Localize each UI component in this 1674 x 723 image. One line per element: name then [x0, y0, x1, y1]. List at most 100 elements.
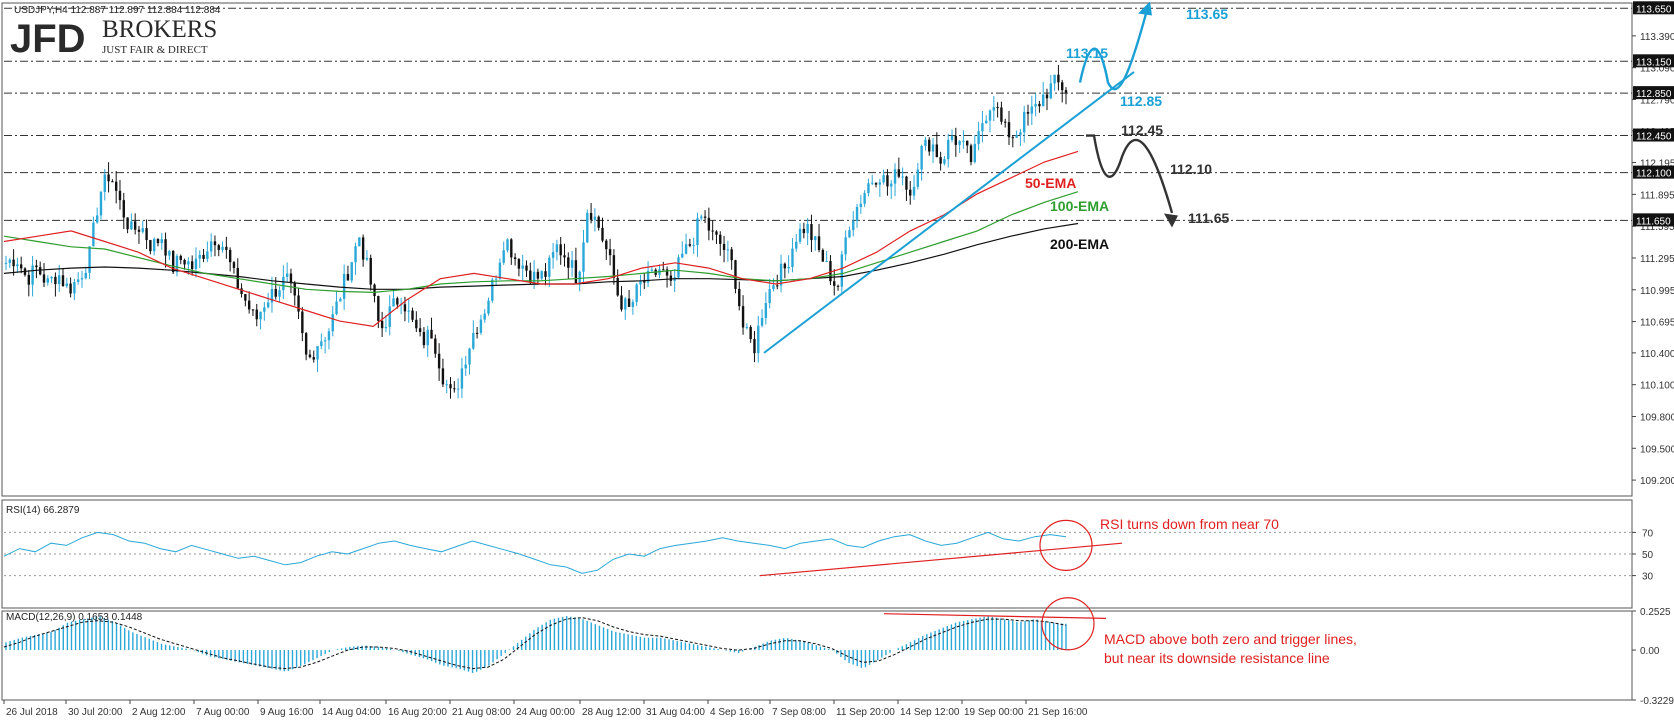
candle-body [886, 175, 889, 187]
price-tick-label: 110.400 [1640, 349, 1674, 360]
candle-body [950, 136, 954, 140]
candle-body [665, 269, 669, 276]
ema50-line [3, 150, 1079, 328]
candle-body [810, 224, 813, 241]
candle-body [27, 274, 30, 285]
level-badge-label: 112.450 [1636, 132, 1672, 143]
macd-tick-label: 0.00 [1640, 646, 1660, 657]
scenario-arrows [1078, 1, 1178, 228]
level-badge-label: 113.150 [1636, 57, 1672, 68]
price-tick-label: 113.090 [1640, 64, 1674, 75]
time-tick-label: 24 Aug 00:00 [516, 707, 575, 718]
candle-body [833, 281, 836, 286]
macd-panel: 0.2525 0.00 -0.3229 [3, 597, 1674, 707]
candle-body [814, 236, 817, 241]
candle-body [247, 300, 251, 310]
time-tick-label: 7 Sep 08:00 [772, 707, 826, 718]
candle-body [502, 250, 505, 263]
candle-body [293, 283, 296, 296]
candle-body [878, 182, 882, 185]
candle-body [57, 275, 61, 285]
macd-annotation-line2: but near its downside resistance line [1104, 650, 1330, 666]
candle-body [928, 139, 931, 152]
candle-body [456, 388, 460, 390]
candle-body [8, 259, 11, 263]
candle-body [88, 246, 91, 273]
level-badge [1633, 86, 1674, 100]
time-tick-label: 21 Sep 16:00 [1028, 707, 1088, 718]
candle-body [228, 249, 232, 263]
candle-body [171, 251, 175, 273]
macd-resistance-line [883, 613, 1107, 619]
candle-body [958, 141, 961, 145]
candle-body [669, 275, 673, 281]
candle-body [240, 288, 243, 294]
candle-body [574, 260, 578, 284]
candle-body [270, 288, 274, 303]
candle-body [871, 182, 874, 184]
time-tick-label: 11 Sep 20:00 [836, 707, 895, 718]
candle-body [985, 120, 988, 124]
candle-body [133, 221, 137, 230]
candle-body [760, 317, 764, 326]
candle-body [217, 245, 220, 250]
candle-body [931, 144, 935, 152]
candle-body [703, 216, 707, 218]
candle-body [335, 301, 338, 315]
price-tick-label: 109.800 [1640, 412, 1674, 423]
candle-body [544, 271, 547, 277]
candle-body [437, 353, 441, 369]
candle-body [882, 175, 885, 183]
candle-body [529, 270, 532, 283]
rsi-support-line [759, 542, 1123, 577]
time-tick-label: 14 Sep 12:00 [900, 707, 960, 718]
candle-body [498, 262, 502, 279]
candle-body [354, 246, 357, 263]
candle-body [916, 169, 920, 187]
candle-body [681, 253, 684, 258]
candle-body [323, 340, 327, 342]
candle-body [377, 296, 380, 321]
candle-body [285, 273, 289, 277]
level-badge-label: 113.650 [1636, 4, 1672, 15]
rsi-highlight-circle [1039, 519, 1093, 571]
candle-body [487, 300, 490, 314]
candle-body [312, 357, 315, 360]
candle-body [221, 246, 224, 250]
candle-body [738, 288, 741, 307]
candle-body [859, 203, 863, 208]
ema50-label: 50-EMA [1025, 175, 1076, 191]
level-badge-label: 111.650 [1636, 216, 1671, 227]
candle-body [453, 388, 456, 390]
candle-body [996, 107, 999, 109]
candle-body [646, 270, 650, 283]
candle-body [160, 239, 163, 244]
candle-body [274, 288, 277, 297]
candle-body [1049, 83, 1053, 99]
candle-body [141, 228, 144, 232]
candle-body [639, 280, 642, 285]
price-tick-label: 111.295 [1640, 254, 1674, 265]
candle-body [373, 284, 376, 297]
candle-body [821, 249, 825, 262]
candle-body [791, 248, 794, 268]
candle-body [855, 207, 859, 221]
candle-body [817, 236, 821, 250]
candle-body [840, 254, 844, 287]
candle-body [734, 260, 737, 289]
level-112-85-label: 112.85 [1120, 93, 1162, 109]
price-tick-label: 110.995 [1640, 286, 1674, 297]
candle-body [684, 244, 688, 254]
candle-body [202, 254, 205, 259]
candle-body [46, 278, 49, 283]
target-111-65-label: 111.65 [1188, 210, 1229, 226]
candle-body [259, 311, 262, 320]
candle-body [308, 354, 312, 358]
macd-title: MACD(12,26,9) 0.1653 0.1448 [6, 612, 143, 623]
candle-body [266, 302, 270, 308]
level-badge [1633, 165, 1674, 179]
symbol-info: USDJPY,H4 112.887 112.897 112.884 112.88… [14, 5, 221, 16]
candle-body [61, 275, 65, 287]
candle-body [137, 229, 141, 232]
candle-body [943, 159, 946, 164]
